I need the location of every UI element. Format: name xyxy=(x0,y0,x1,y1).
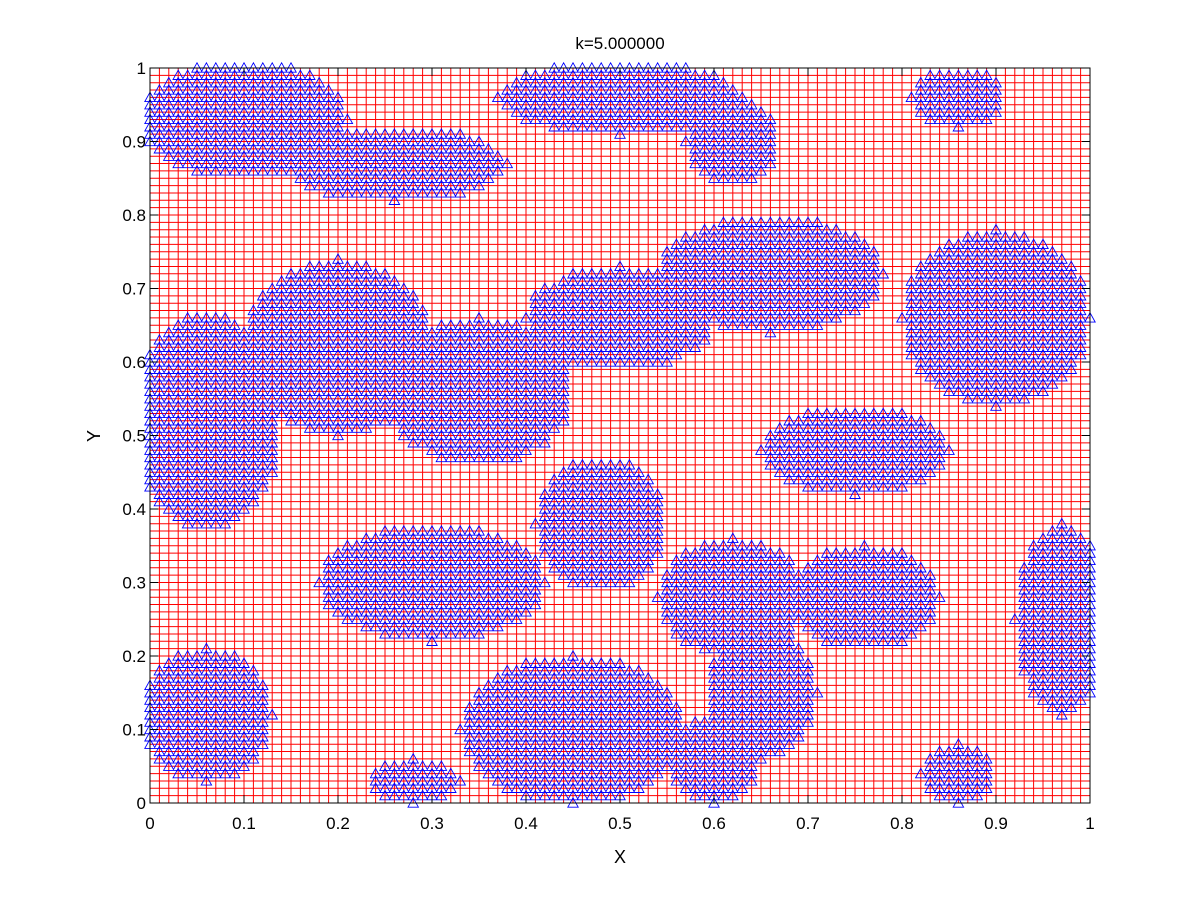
x-tick-label: 0.1 xyxy=(232,814,256,833)
x-tick-label: 0.7 xyxy=(796,814,820,833)
x-tick-label: 0.4 xyxy=(514,814,538,833)
y-tick-label: 0.7 xyxy=(122,280,146,299)
x-tick-label: 0 xyxy=(145,814,154,833)
y-tick-label: 0.9 xyxy=(122,133,146,152)
y-tick-label: 0.3 xyxy=(122,574,146,593)
x-tick-label: 0.8 xyxy=(890,814,914,833)
grid-lines xyxy=(149,67,1091,804)
y-tick-label: 0.1 xyxy=(122,721,146,740)
x-tick-label: 0.2 xyxy=(326,814,350,833)
x-tick-label: 0.3 xyxy=(420,814,444,833)
y-tick-label: 1 xyxy=(137,59,146,78)
y-axis-ticks: 0 0.1 0.2 0.3 0.4 0.5 0.6 0.7 0.8 0.9 1 xyxy=(122,59,1090,813)
chart-title: k=5.000000 xyxy=(575,34,664,53)
x-axis-label: X xyxy=(614,847,626,867)
x-tick-label: 0.9 xyxy=(984,814,1008,833)
y-tick-label: 0.4 xyxy=(122,500,146,519)
y-tick-label: 0.6 xyxy=(122,353,146,372)
y-tick-label: 0.2 xyxy=(122,647,146,666)
x-tick-label: 0.6 xyxy=(702,814,726,833)
x-tick-label: 1 xyxy=(1085,814,1094,833)
y-axis-label: Y xyxy=(84,430,104,442)
y-tick-label: 0.5 xyxy=(122,427,146,446)
x-axis-ticks: 0 0.1 0.2 0.3 0.4 0.5 0.6 0.7 0.8 0.9 1 xyxy=(145,68,1095,833)
y-tick-label: 0 xyxy=(137,794,146,813)
x-tick-label: 0.5 xyxy=(608,814,632,833)
y-tick-label: 0.8 xyxy=(122,206,146,225)
